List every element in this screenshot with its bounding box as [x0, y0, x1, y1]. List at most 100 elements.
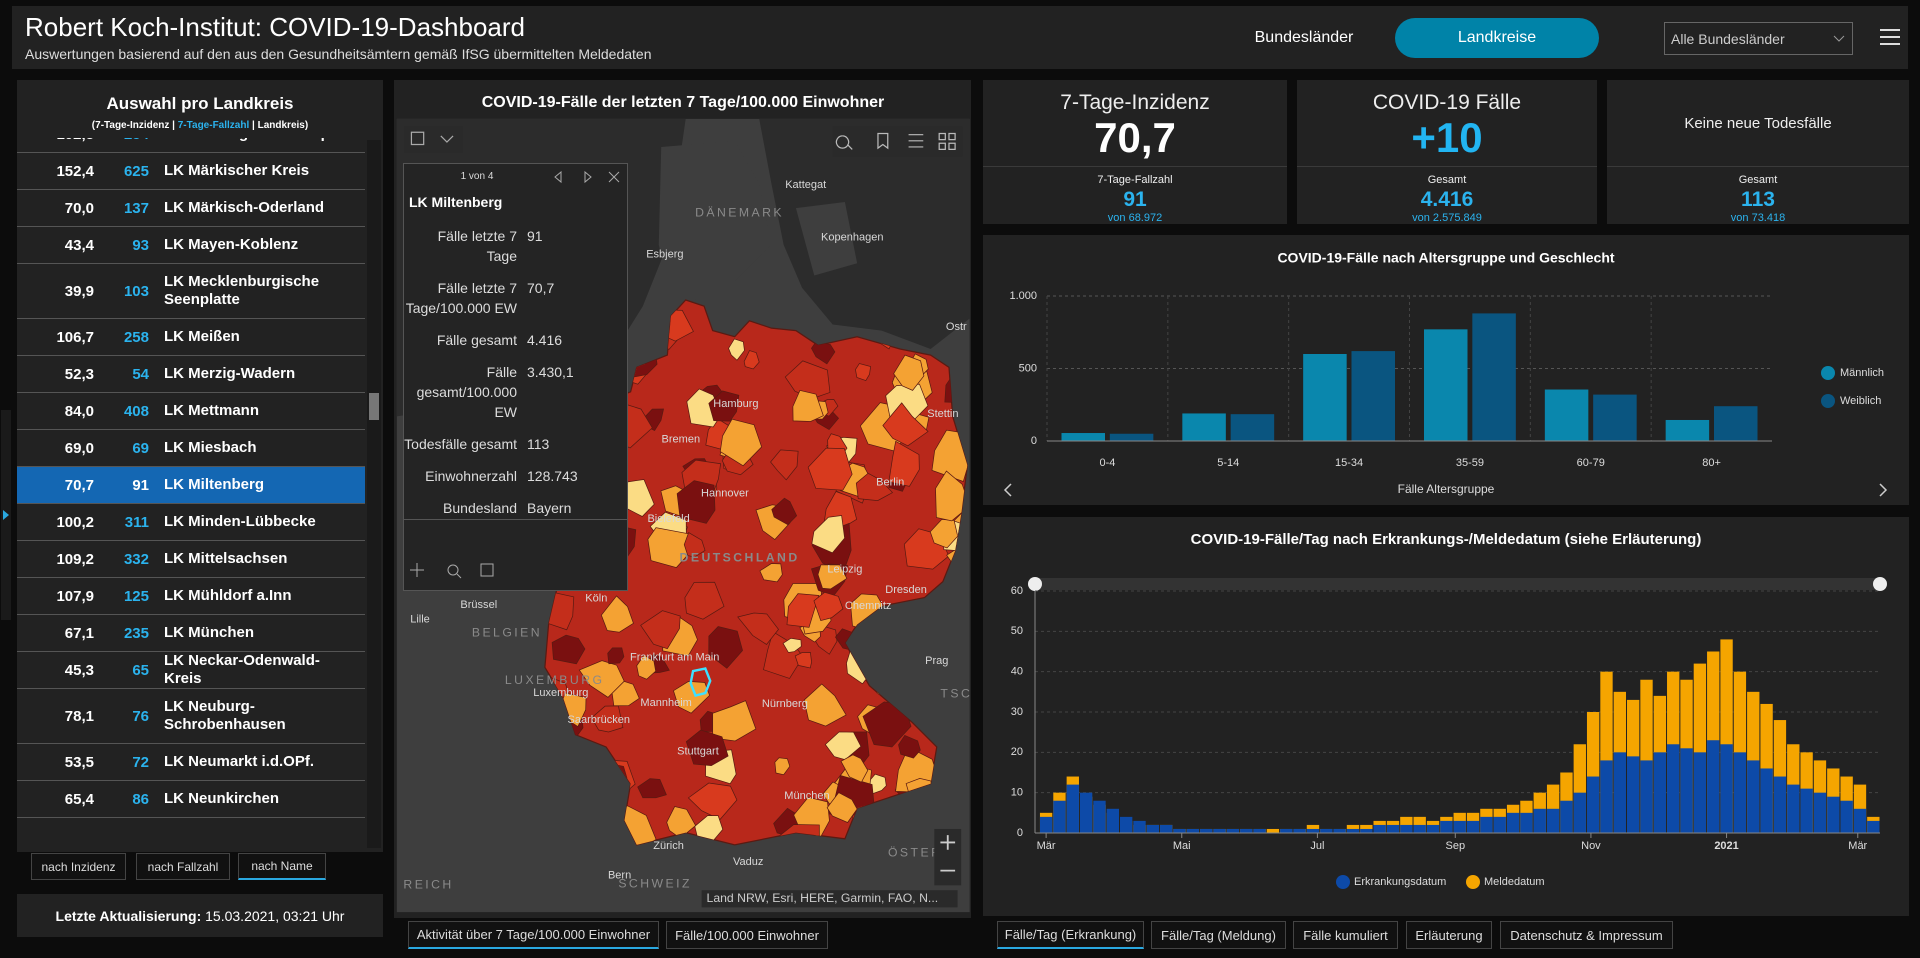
field-value: 3.430,1: [527, 364, 574, 380]
header-tab[interactable]: Landkreise: [1395, 18, 1599, 58]
incidence: 43,4: [64, 236, 94, 254]
district-name: LK Minden-Lübbecke: [164, 513, 316, 530]
dropdown-arrow: [1833, 35, 1845, 42]
map-denmark: [658, 140, 858, 300]
daily-bar: [1106, 808, 1119, 833]
district-shape: [813, 591, 844, 622]
district-row[interactable]: 52,3 54 LK Merzig-Wadern: [17, 356, 365, 393]
case-count: 408: [123, 402, 149, 420]
case-count: 93: [132, 236, 149, 254]
daily-bar: [1773, 776, 1787, 833]
daily-bar: [1453, 820, 1466, 833]
district-row[interactable]: 152,4 625 LK Märkischer Kreis: [17, 153, 365, 190]
district-shape: [893, 354, 925, 391]
incidence: 65,4: [64, 790, 94, 808]
tab[interactable]: Fälle/Tag (Erkrankung): [997, 921, 1144, 949]
tab[interactable]: Fälle/100.000 Einwohner: [666, 921, 828, 949]
incidence: 152,4: [56, 162, 94, 180]
tab-label: Fälle/Tag (Erkrankung): [1004, 927, 1137, 942]
tab[interactable]: Erläuterung: [1406, 921, 1492, 949]
daily-bar: [1573, 792, 1586, 833]
header: Robert Koch-Institut: COVID-19-Dashboard…: [12, 6, 1908, 69]
district-row[interactable]: 78,1 76 LK Neuburg-Schrobenhausen: [17, 689, 365, 744]
daily-bar: [1720, 744, 1733, 833]
district-row[interactable]: 45,3 65 LK Neckar-Odenwald-Kreis: [17, 652, 365, 689]
district-row[interactable]: 39,9 103 LK Mecklenburgische Seenplatte: [17, 264, 365, 319]
district-row[interactable]: 70,0 137 LK Märkisch-Oderland: [17, 190, 365, 227]
y-tick-label: 40: [1011, 666, 1023, 678]
district-row[interactable]: 106,7 258 LK Meißen: [17, 319, 365, 356]
daily-bar: [1426, 824, 1440, 833]
map-label: Ostr: [946, 321, 967, 333]
map-popup: 1 von 4 LK Miltenberg Fälle letzte 7 Tag…: [403, 163, 628, 591]
side-arrow: [3, 510, 9, 520]
map-tools-icons: [410, 131, 454, 146]
district-row[interactable]: 70,7 91 LK Miltenberg: [17, 467, 365, 504]
district-row[interactable]: 67,1 235 LK München: [17, 615, 365, 652]
side-toggle[interactable]: [1, 410, 11, 620]
daily-bar: [1800, 788, 1813, 833]
district-row[interactable]: 84,0 408 LK Mettmann: [17, 393, 365, 430]
x-tick-label: Jul: [1310, 840, 1324, 852]
case-count: 235: [123, 624, 149, 642]
kpi-divider: [1297, 166, 1597, 167]
map-label: Stettin: [927, 408, 958, 420]
list-subtitle-part: (7-Tage-Inzidenz |: [91, 120, 178, 131]
daily-bar: [1827, 796, 1840, 833]
legend-swatch: [1821, 366, 1835, 380]
field-label: Todesfälle gesamt: [404, 436, 517, 452]
district-row[interactable]: 109,2 332 LK Mittelsachsen: [17, 541, 365, 578]
map-label: Dresden: [885, 584, 927, 596]
district-row[interactable]: 69,0 69 LK Miesbach: [17, 430, 365, 467]
case-count: 65: [132, 661, 149, 679]
popup-controls[interactable]: [549, 168, 627, 186]
popup-field: Fälle letzte 7 Tage 91: [404, 222, 578, 274]
sort-button[interactable]: nach Fallzahl: [136, 853, 230, 880]
bar: [1230, 414, 1275, 441]
district-row[interactable]: 65,4 86 LK Neunkirchen: [17, 781, 365, 818]
tab[interactable]: Datenschutz & Impressum: [1500, 921, 1673, 949]
map-label: Leipzig: [827, 563, 862, 575]
dropdown[interactable]: Alle Bundesländer: [1664, 22, 1853, 55]
sort-button[interactable]: nach Inzidenz: [31, 853, 126, 880]
kpi-sub-note: von 68.972: [1107, 212, 1163, 224]
scrollbar[interactable]: [367, 140, 381, 848]
district-row[interactable]: 43,4 93 LK Mayen-Koblenz: [17, 227, 365, 264]
district-shape: [817, 564, 848, 590]
tab[interactable]: Aktivität über 7 Tage/100.000 Einwohner: [408, 921, 659, 949]
x-tick-label: 5-14: [1217, 457, 1239, 469]
daily-bar: [1640, 760, 1653, 833]
range-handle[interactable]: [1873, 577, 1887, 591]
scrollbar-thumb[interactable]: [369, 393, 379, 420]
district-name: LK Neumarkt i.d.OPf.: [164, 753, 315, 770]
map-tools-right: [832, 126, 963, 157]
popup-toolbar[interactable]: [409, 560, 509, 582]
case-count: 72: [132, 753, 149, 771]
district-row[interactable]: 100,2 311 LK Minden-Lübbecke: [17, 504, 365, 541]
tab[interactable]: Fälle/Tag (Meldung): [1151, 921, 1286, 949]
daily-bar: [1413, 824, 1426, 833]
tab[interactable]: Fälle kumuliert: [1293, 921, 1398, 949]
district-shape: [929, 519, 959, 549]
district-name: LK Mayen-Koblenz: [164, 236, 299, 253]
daily-bar: [1306, 828, 1320, 833]
header-tab[interactable]: Bundesländer: [1249, 18, 1359, 58]
sort-button[interactable]: nach Name: [238, 853, 326, 880]
bar: [1472, 313, 1516, 441]
scroll-arrows: [1003, 483, 1888, 497]
case-count: 54: [132, 365, 149, 383]
incidence: 78,1: [64, 707, 94, 725]
district-row[interactable]: 107,9 125 LK Mühldorf a.Inn: [17, 578, 365, 615]
range-handle[interactable]: [1028, 577, 1042, 591]
case-count: 76: [132, 707, 149, 725]
x-tick-label: 2021: [1714, 840, 1738, 852]
district-row[interactable]: 53,5 72 LK Neumarkt i.d.OPf.: [17, 744, 365, 781]
menu-icon[interactable]: [1880, 28, 1900, 46]
kpi-title: 7-Tage-Inzidenz: [1060, 91, 1210, 114]
district-row[interactable]: 102,8254 LK Marburg-Biedenkopf: [17, 138, 365, 153]
daily-bar: [1066, 784, 1079, 833]
map-label: Nürnberg: [762, 698, 808, 710]
bar: [1351, 351, 1395, 441]
range-slider: [1035, 578, 1880, 590]
